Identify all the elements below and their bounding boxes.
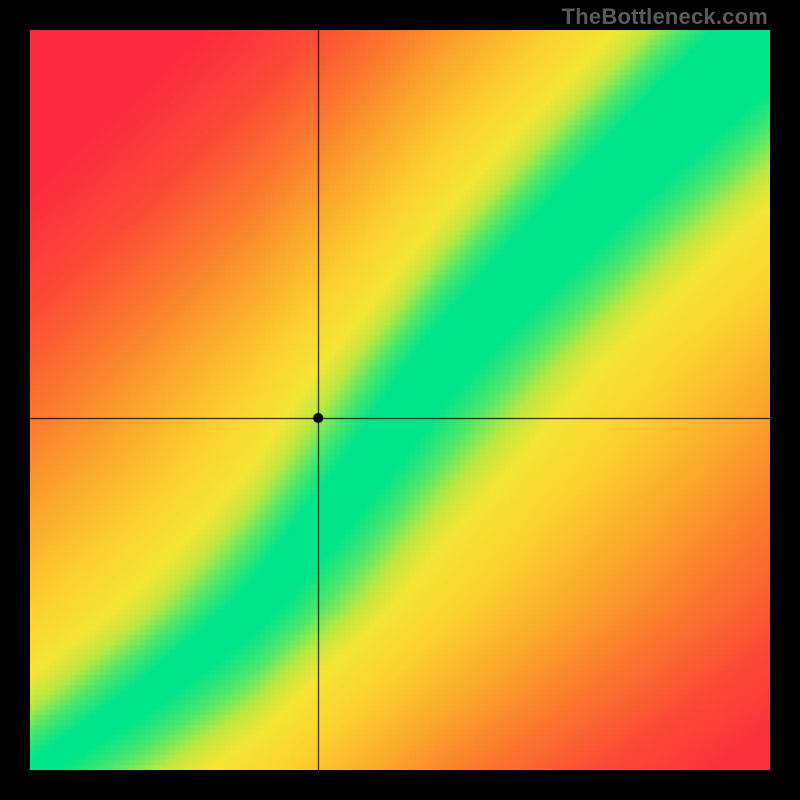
watermark-text: TheBottleneck.com: [562, 4, 768, 30]
bottleneck-heatmap: [30, 30, 770, 770]
chart-container: TheBottleneck.com: [0, 0, 800, 800]
